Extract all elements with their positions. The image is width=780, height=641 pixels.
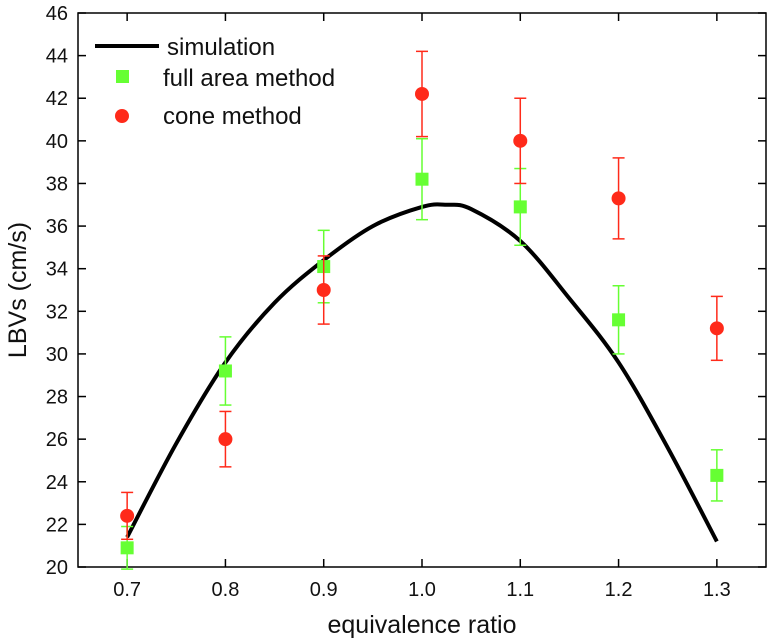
x-tick-label: 1.1 (506, 579, 534, 601)
data-point-cone-method (513, 133, 528, 148)
x-tick-label: 1.2 (605, 579, 633, 601)
data-point-cone-method (218, 432, 233, 447)
series-layer (120, 50, 724, 570)
data-point-full-area-method (218, 364, 232, 378)
legend: simulation full area method cone method (95, 34, 335, 130)
data-point-full-area-method (120, 541, 134, 555)
y-axis-label: LBVs (cm/s) (4, 222, 32, 358)
data-point-full-area-method (513, 200, 527, 214)
data-point-cone-method (611, 191, 626, 206)
x-tick-label: 0.9 (310, 579, 338, 601)
y-tick-label: 34 (46, 259, 68, 281)
data-point-full-area-method (612, 313, 626, 327)
y-tick-label: 36 (46, 216, 68, 238)
x-axis: 0.7 0.8 0.9 1.0 1.1 1.2 1.3 (113, 13, 731, 601)
x-tick-label: 1.3 (703, 579, 731, 601)
x-tick-label: 1.0 (408, 579, 436, 601)
data-point-full-area-method (415, 172, 429, 186)
y-tick-label: 26 (46, 429, 68, 451)
y-tick-label: 44 (46, 46, 68, 68)
x-tick-label: 0.8 (212, 579, 240, 601)
x-axis-label: equivalence ratio (327, 611, 516, 639)
y-tick-label: 46 (46, 3, 68, 25)
y-tick-label: 20 (46, 557, 68, 579)
series-line-simulation (125, 202, 719, 543)
legend-label-simulation: simulation (167, 34, 275, 61)
data-point-cone-method (709, 321, 724, 336)
legend-swatch-full-area-method (116, 70, 129, 83)
y-tick-label: 42 (46, 88, 68, 110)
legend-label-cone-method: cone method (163, 103, 302, 130)
y-tick-label: 32 (46, 301, 68, 323)
legend-swatch-cone-method (115, 109, 129, 123)
y-tick-label: 38 (46, 173, 68, 195)
x-tick-label: 0.7 (113, 579, 141, 601)
y-tick-label: 40 (46, 131, 68, 153)
data-point-full-area-method (710, 468, 724, 482)
y-axis: 20 22 24 26 28 30 32 34 36 38 40 42 44 46 (46, 3, 766, 579)
y-tick-label: 22 (46, 514, 68, 536)
data-point-cone-method (316, 283, 331, 297)
data-point-cone-method (120, 508, 135, 523)
y-tick-label: 24 (46, 472, 68, 494)
data-point-cone-method (415, 86, 429, 101)
legend-label-full-area-method: full area method (163, 65, 335, 92)
y-tick-label: 30 (46, 344, 68, 366)
y-tick-label: 28 (46, 387, 68, 409)
